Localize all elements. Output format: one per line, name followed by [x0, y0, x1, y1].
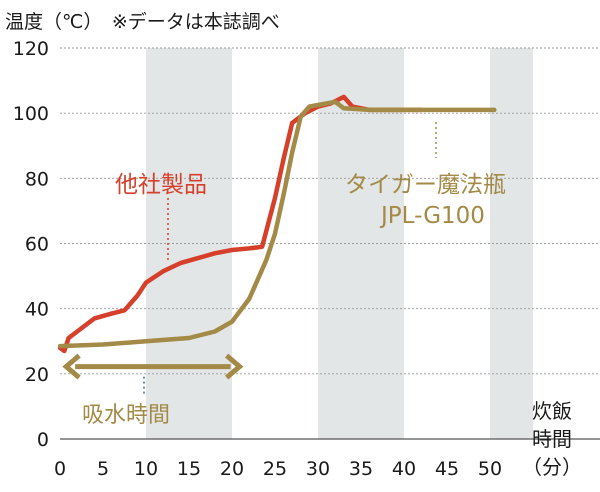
x-tick-5: 5: [97, 458, 109, 480]
soak-time-annotation: 吸水時間: [62, 353, 244, 428]
series-label-tiger-line1: タイガー魔法瓶: [345, 172, 506, 198]
x-tick-labels: 0 5 10 15 20 25 30 35 40 45 50: [54, 458, 502, 480]
x-axis-label-line-1: 時間: [532, 427, 572, 451]
x-tick-35: 35: [349, 458, 373, 480]
series-lines: [57, 94, 497, 354]
y-tick-0: 0: [37, 429, 49, 451]
y-tick-100: 100: [13, 103, 49, 125]
y-tick-40: 40: [25, 299, 49, 321]
x-tick-10: 10: [134, 458, 158, 480]
series-label-tiger-line2: JPL-G100: [379, 203, 485, 229]
x-tick-25: 25: [263, 458, 287, 480]
soak-arrow-left-head: [62, 353, 81, 380]
x-tick-45: 45: [435, 458, 459, 480]
y-tick-60: 60: [25, 234, 49, 256]
y-tick-20: 20: [25, 364, 49, 386]
series-line-1: [57, 99, 497, 349]
x-tick-50: 50: [478, 458, 502, 480]
chart-title: 温度（℃） ※データは本誌調べ: [5, 11, 280, 33]
soak-time-label: 吸水時間: [82, 403, 170, 428]
y-tick-labels: 0 20 40 60 80 100 120: [13, 38, 49, 451]
series-label-other-brand: 他社製品: [115, 172, 207, 198]
series-line-0: [57, 94, 424, 354]
x-tick-20: 20: [220, 458, 244, 480]
grid-lines: [60, 47, 600, 440]
x-axis-label-line-0: 炊飯: [532, 399, 572, 423]
y-tick-80: 80: [25, 168, 49, 190]
x-axis-label-line-2: （分）: [522, 455, 582, 479]
x-tick-0: 0: [54, 458, 66, 480]
series-labels: 他社製品 タイガー魔法瓶 JPL-G100: [115, 172, 506, 229]
x-tick-15: 15: [177, 458, 201, 480]
soak-arrow-right-head: [224, 353, 244, 380]
x-tick-30: 30: [306, 458, 330, 480]
y-tick-120: 120: [13, 38, 49, 60]
x-tick-40: 40: [392, 458, 416, 480]
